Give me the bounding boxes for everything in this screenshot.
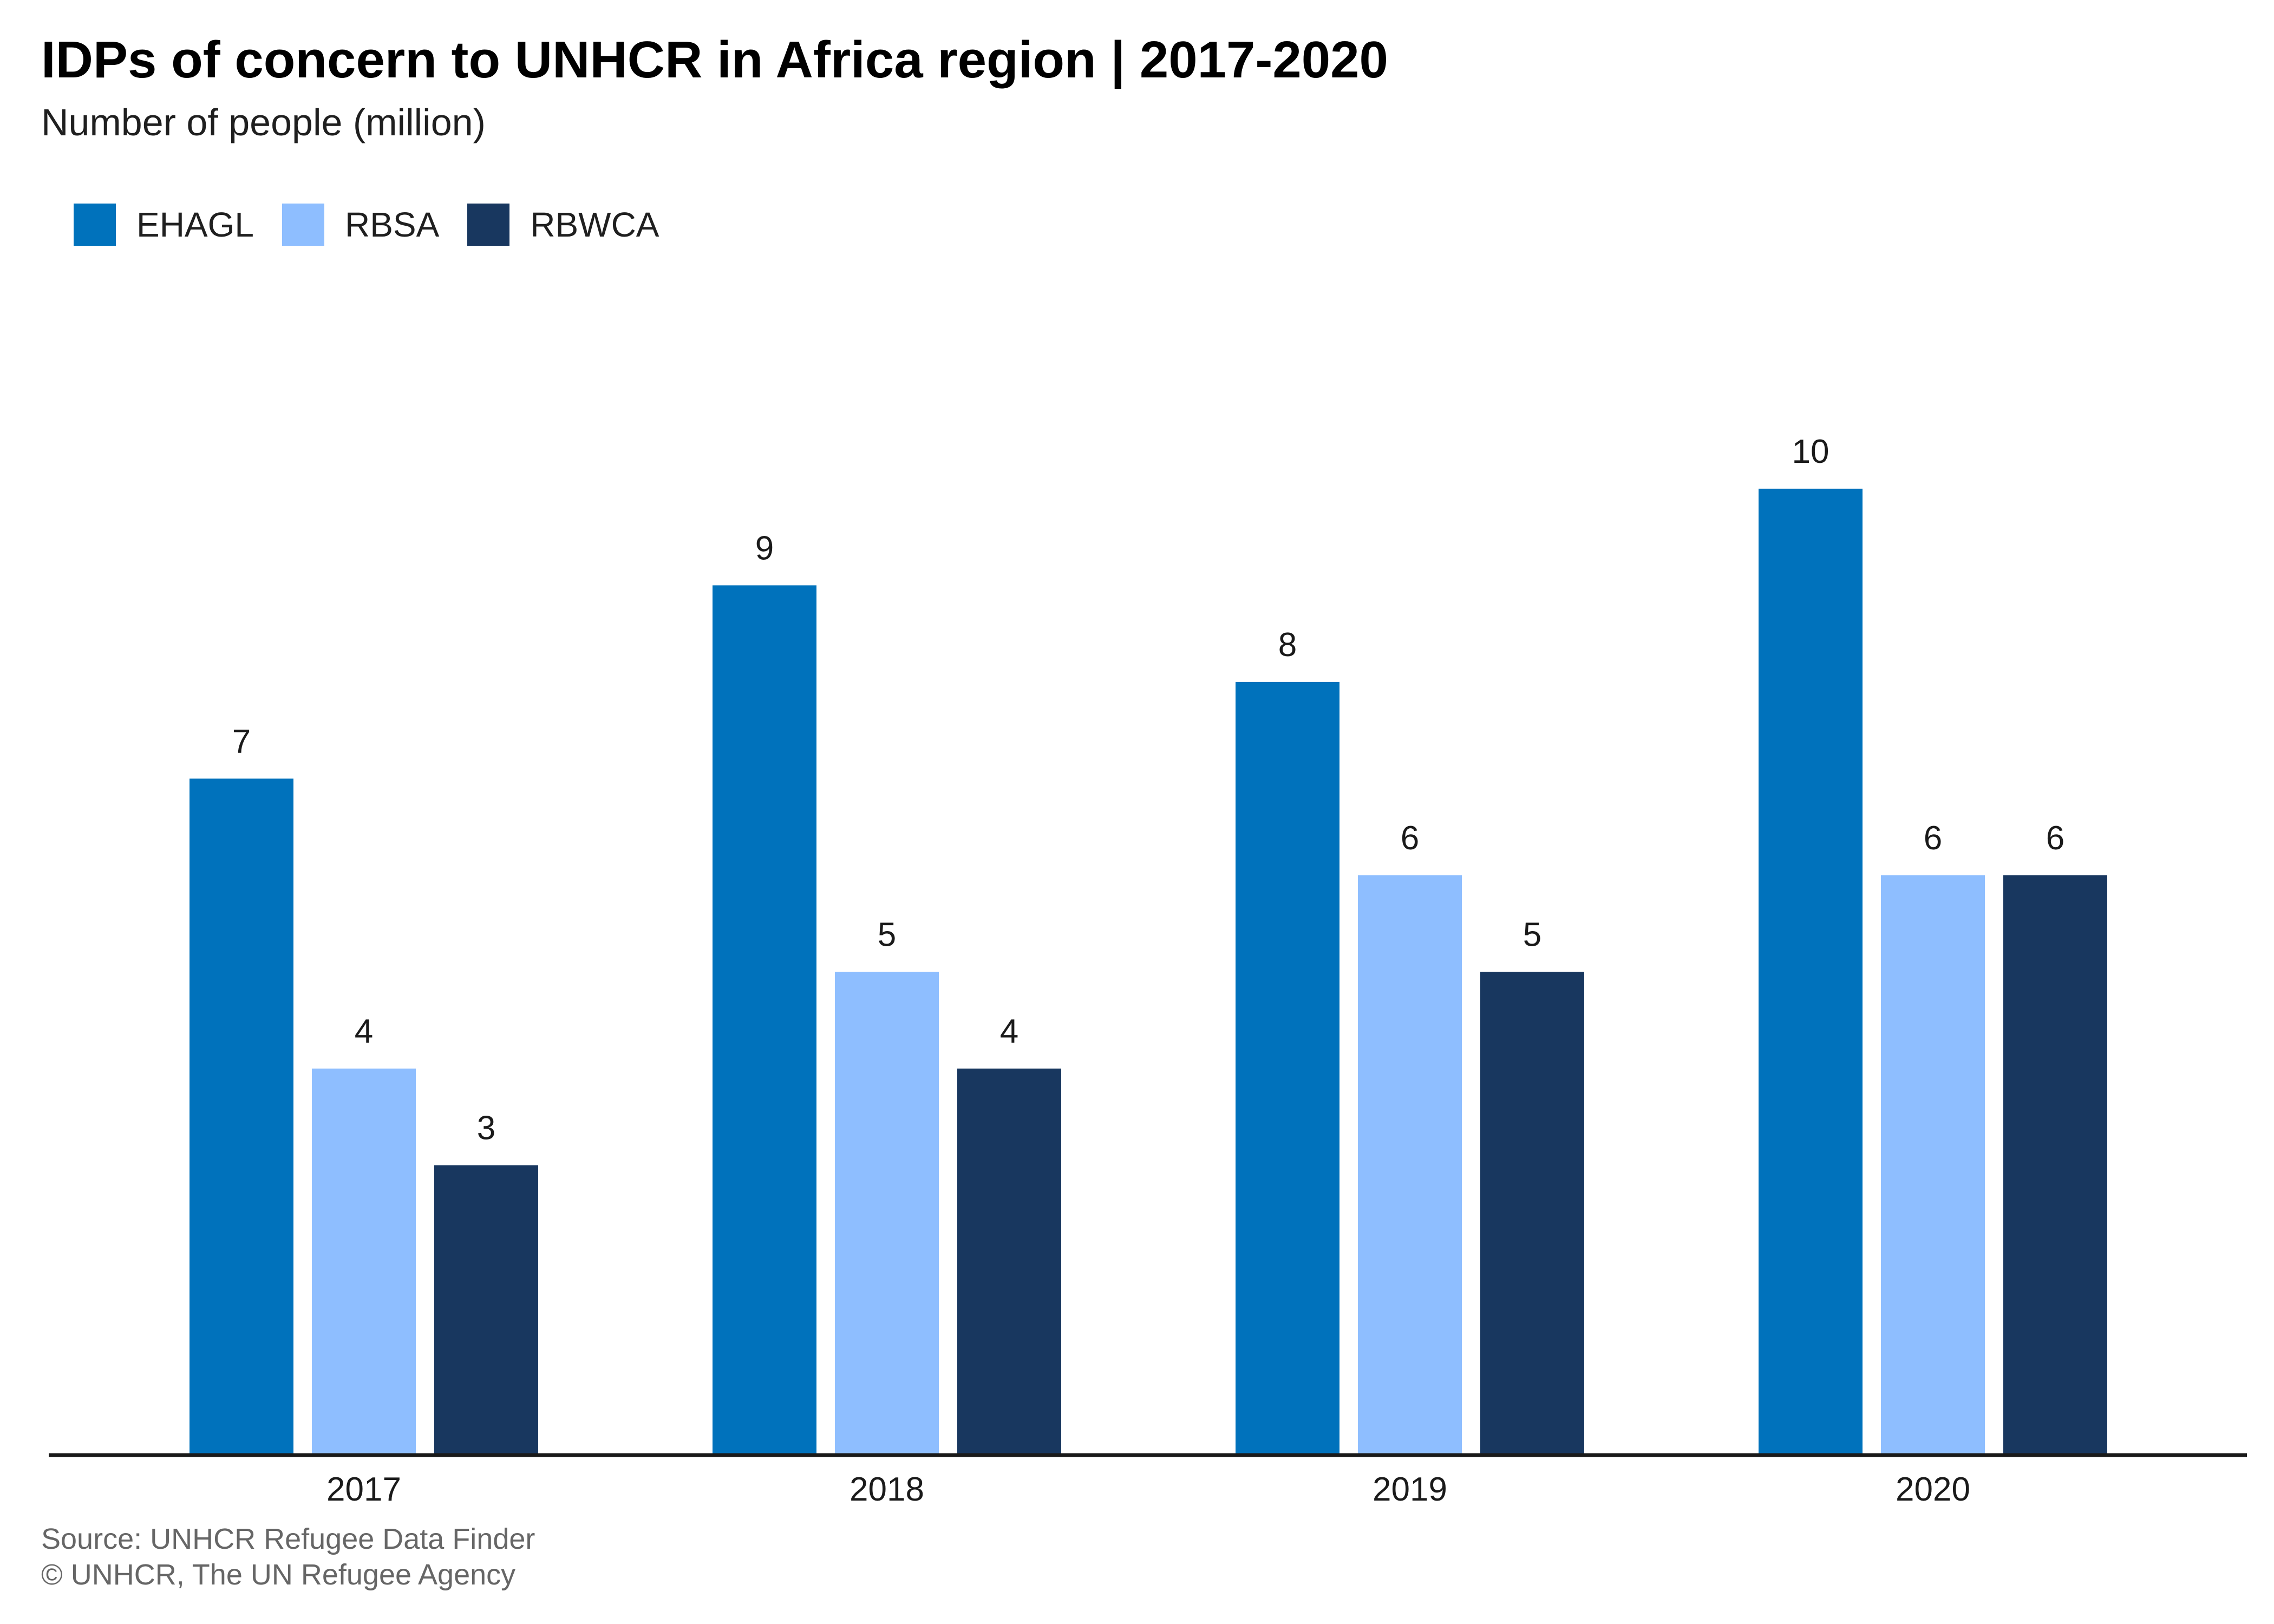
data-label-rbwca-2018: 4 bbox=[1000, 1013, 1018, 1050]
data-label-rbsa-2020: 6 bbox=[1924, 820, 1942, 857]
bar-ehagl-2019 bbox=[1236, 682, 1339, 1455]
bar-ehagl-2017 bbox=[190, 778, 293, 1455]
copyright-note: © UNHCR, The UN Refugee Agency bbox=[41, 1558, 516, 1591]
chart-footer: Source: UNHCR Refugee Data Finder © UNHC… bbox=[41, 1521, 535, 1593]
bar-rbwca-2018 bbox=[957, 1068, 1061, 1455]
x-tick-label-2020: 2020 bbox=[1896, 1471, 1970, 1508]
x-tick-label-2019: 2019 bbox=[1373, 1471, 1447, 1508]
bar-rbsa-2019 bbox=[1358, 875, 1462, 1455]
data-label-rbwca-2017: 3 bbox=[477, 1109, 495, 1147]
bar-rbwca-2020 bbox=[2003, 875, 2107, 1455]
data-label-rbsa-2017: 4 bbox=[355, 1013, 373, 1050]
legend-label-rbwca: RBWCA bbox=[530, 205, 659, 244]
legend-item-rbwca: RBWCA bbox=[467, 204, 659, 246]
legend-swatch-ehagl bbox=[74, 204, 116, 246]
legend-item-ehagl: EHAGL bbox=[74, 204, 254, 246]
source-note: Source: UNHCR Refugee Data Finder bbox=[41, 1523, 535, 1555]
bar-ehagl-2018 bbox=[713, 585, 816, 1455]
x-tick-label-2018: 2018 bbox=[850, 1471, 924, 1508]
legend-item-rbsa: RBSA bbox=[282, 204, 439, 246]
data-label-rbwca-2020: 6 bbox=[2046, 820, 2064, 857]
legend-label-ehagl: EHAGL bbox=[136, 205, 254, 244]
bar-rbwca-2017 bbox=[434, 1165, 538, 1455]
data-label-ehagl-2018: 9 bbox=[755, 529, 774, 567]
legend-swatch-rbsa bbox=[282, 204, 324, 246]
data-label-rbwca-2019: 5 bbox=[1523, 916, 1541, 953]
bar-rbsa-2020 bbox=[1881, 875, 1985, 1455]
legend-swatch-rbwca bbox=[467, 204, 510, 246]
bar-rbsa-2018 bbox=[835, 972, 939, 1455]
chart-subtitle: Number of people (million) bbox=[41, 101, 486, 143]
bar-ehagl-2020 bbox=[1759, 488, 1863, 1455]
data-label-ehagl-2017: 7 bbox=[232, 723, 251, 760]
data-label-ehagl-2020: 10 bbox=[1792, 433, 1829, 470]
data-label-ehagl-2019: 8 bbox=[1278, 626, 1297, 664]
chart-title: IDPs of concern to UNHCR in Africa regio… bbox=[41, 31, 1388, 89]
bar-rbsa-2017 bbox=[312, 1068, 416, 1455]
legend-label-rbsa: RBSA bbox=[344, 205, 440, 244]
bar-rbwca-2019 bbox=[1480, 972, 1584, 1455]
data-label-rbsa-2019: 6 bbox=[1401, 820, 1419, 857]
legend: EHAGL RBSA RBWCA bbox=[74, 204, 687, 246]
data-label-rbsa-2018: 5 bbox=[878, 916, 896, 953]
x-tick-label-2017: 2017 bbox=[326, 1471, 401, 1508]
